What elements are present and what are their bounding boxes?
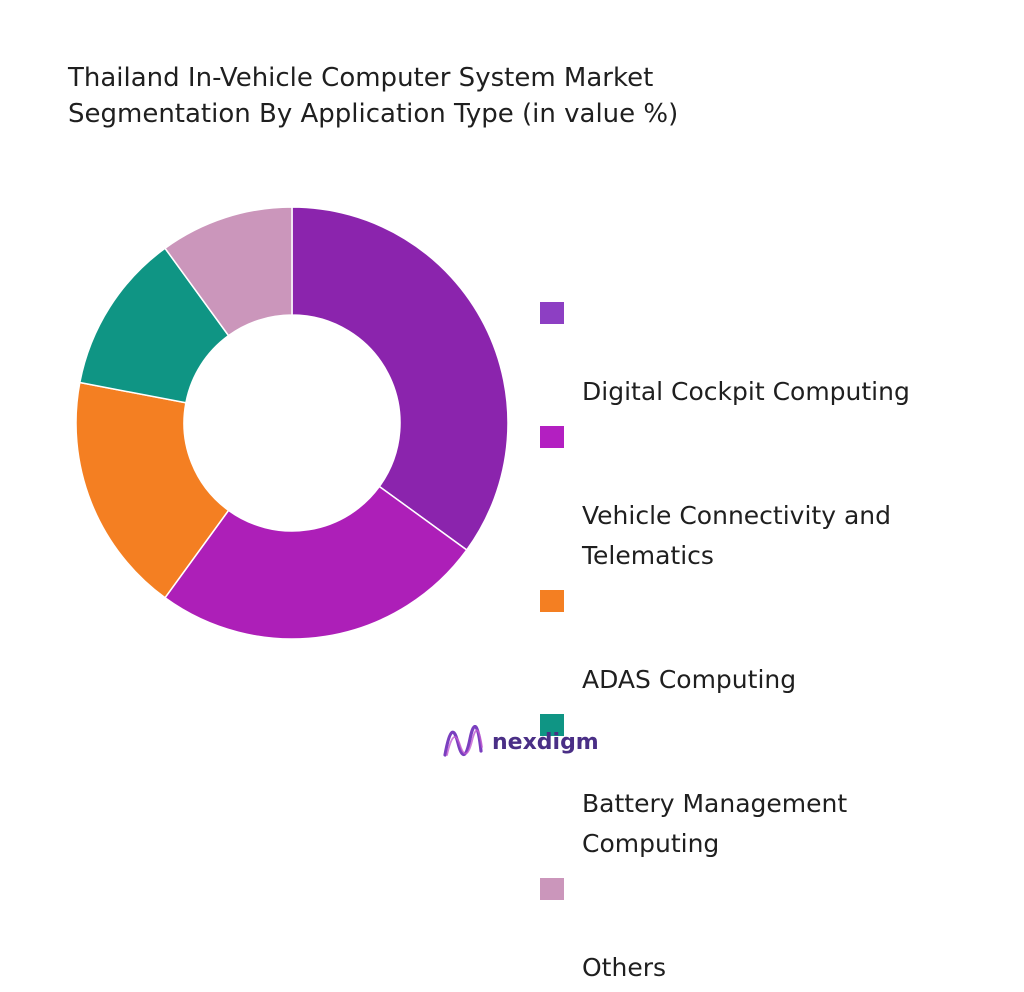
chart-title-line-1: Thailand In-Vehicle Computer System Mark… xyxy=(68,63,654,93)
donut-slice-adas xyxy=(75,381,230,599)
brand-name: nexdigm xyxy=(492,729,599,755)
legend-item-others: Others xyxy=(540,868,1010,988)
legend-label-vehicle-connectivity: Vehicle Connectivity and Telematics xyxy=(582,501,891,570)
chart-legend: Digital Cockpit Computing Vehicle Connec… xyxy=(540,292,1010,992)
legend-label-battery-management: Battery Management Computing xyxy=(582,789,848,858)
legend-label-adas: ADAS Computing xyxy=(582,665,797,694)
donut-slice-vehicle-connectivity xyxy=(163,485,468,640)
legend-item-adas: ADAS Computing xyxy=(540,580,1010,700)
legend-item-vehicle-connectivity: Vehicle Connectivity and Telematics xyxy=(540,416,1010,576)
brand-logo: nexdigm xyxy=(442,722,599,762)
legend-label-digital-cockpit: Digital Cockpit Computing xyxy=(582,377,910,406)
legend-swatch-adas xyxy=(540,590,564,612)
legend-swatch-battery-management xyxy=(540,714,564,736)
chart-title-line-2: Segmentation By Application Type (in val… xyxy=(68,99,679,129)
donut-chart xyxy=(75,206,509,640)
nexdigm-wave-logo-icon xyxy=(443,725,483,757)
legend-item-digital-cockpit: Digital Cockpit Computing xyxy=(540,292,1010,412)
chart-title: Thailand In-Vehicle Computer System Mark… xyxy=(68,60,968,132)
legend-swatch-vehicle-connectivity xyxy=(540,426,564,448)
donut-slice-others xyxy=(163,206,293,337)
legend-swatch-digital-cockpit xyxy=(540,302,564,324)
legend-item-battery-management: Battery Management Computing xyxy=(540,704,1010,864)
legend-label-others: Others xyxy=(582,953,667,982)
donut-slice-digital-cockpit xyxy=(291,206,509,552)
legend-swatch-others xyxy=(540,878,564,900)
